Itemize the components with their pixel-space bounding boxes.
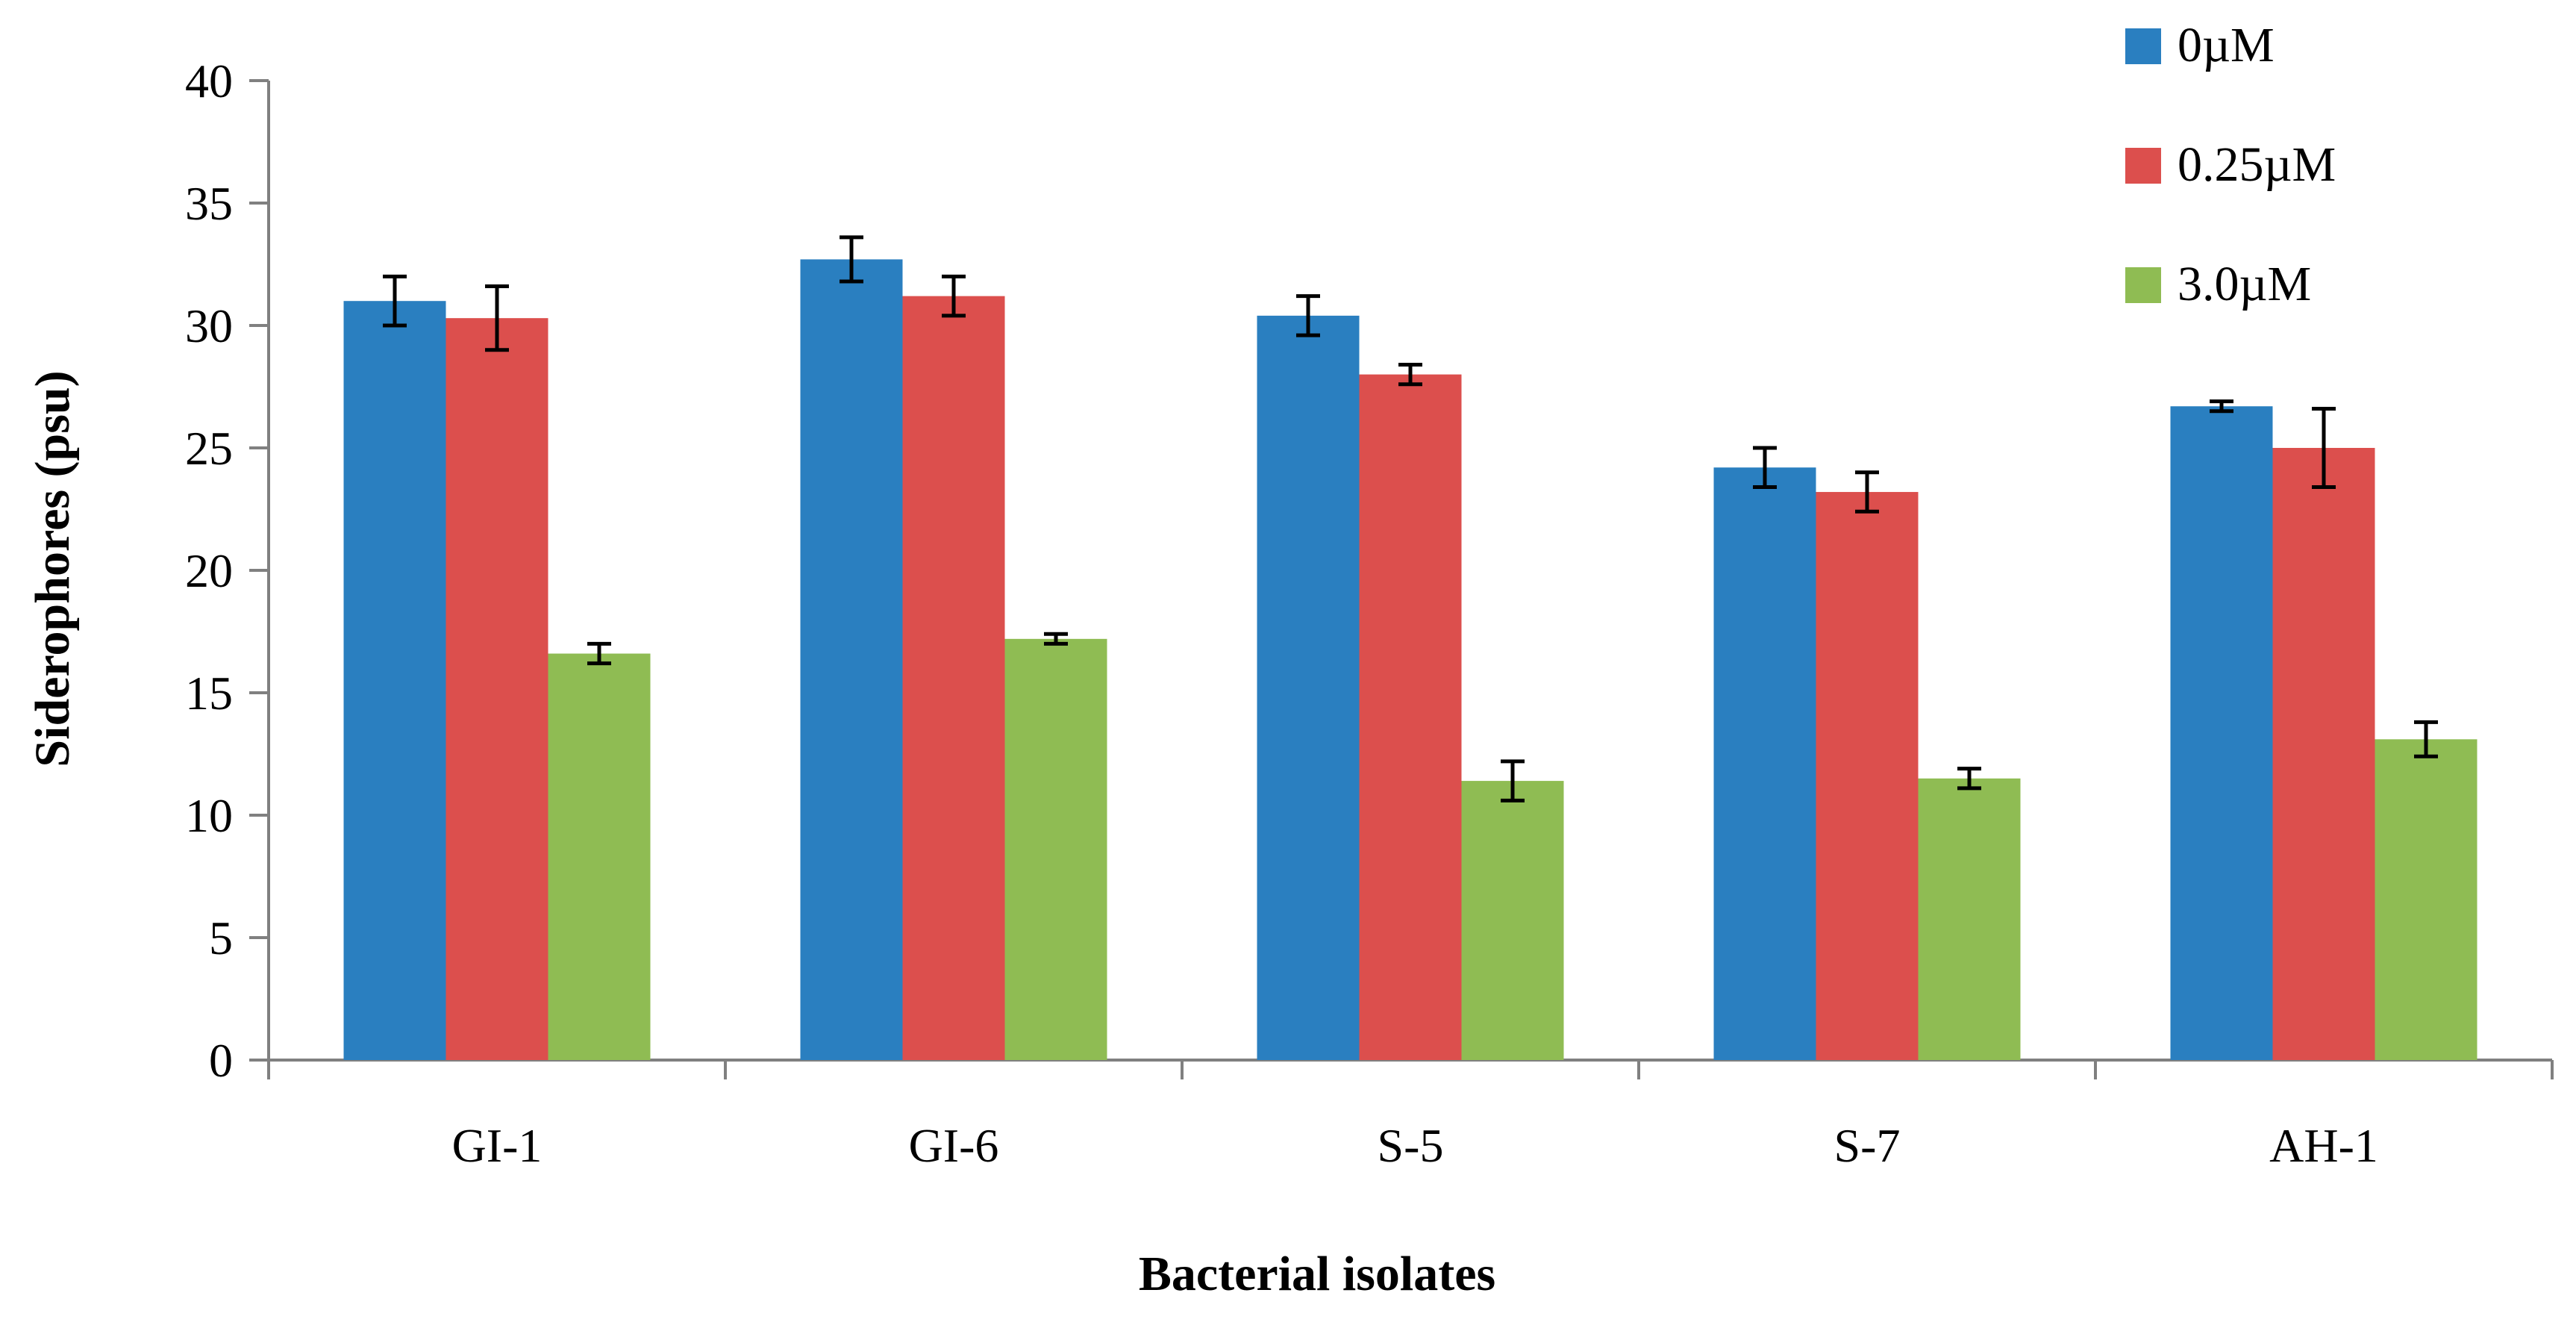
y-tick-label: 20 [185,544,233,597]
y-tick-label: 40 [185,54,233,107]
bar-ah-1-series-1 [2272,448,2375,1060]
bar-s-7-series-2 [1918,778,2021,1060]
x-tick-label: S-5 [1378,1119,1444,1172]
y-tick-label: 5 [209,911,233,964]
y-tick-label: 10 [185,789,233,842]
legend-swatch-1 [2125,148,2161,184]
bar-gi-1-series-0 [343,301,446,1060]
legend-label-0: 0µM [2178,18,2275,72]
bar-s-7-series-0 [1713,467,1816,1060]
y-tick-label: 35 [185,177,233,230]
bar-s-5-series-2 [1461,781,1564,1060]
y-tick-label: 15 [185,667,233,720]
x-tick-label: AH-1 [2269,1119,2378,1172]
bar-gi-1-series-1 [446,318,548,1060]
bars [343,259,2477,1061]
y-tick-label: 0 [209,1034,233,1087]
bar-s-5-series-0 [1257,315,1360,1060]
x-tick-labels: GI-1 GI-6 S-5 S-7 AH-1 [452,1119,2378,1172]
bar-gi-6-series-1 [902,296,1005,1060]
x-tick-label: S-7 [1834,1119,1901,1172]
legend-label-2: 3.0µM [2178,257,2311,311]
x-tick-label: GI-1 [452,1119,543,1172]
bar-s-7-series-1 [1816,492,1919,1060]
bar-s-5-series-1 [1359,374,1462,1061]
x-axis-title: Bacterial isolates [1139,1247,1495,1301]
bar-ah-1-series-2 [2375,739,2477,1060]
bar-ah-1-series-0 [2170,406,2273,1060]
legend-label-1: 0.25µM [2178,137,2336,192]
bar-gi-1-series-2 [548,653,651,1060]
x-tick-label: GI-6 [909,1119,999,1172]
legend-swatch-2 [2125,267,2161,303]
bar-gi-6-series-2 [1004,638,1107,1060]
bar-gi-6-series-0 [800,259,903,1061]
y-tick-label: 30 [185,299,233,352]
legend: 0µM 0.25µM 3.0µM [2125,18,2336,311]
y-axis-title: Siderophores (psu) [25,370,80,767]
y-tick-labels: 0 5 10 15 20 25 30 35 40 [185,54,233,1087]
error-bars [383,235,2438,802]
y-tick-label: 25 [185,422,233,475]
legend-swatch-0 [2125,28,2161,64]
